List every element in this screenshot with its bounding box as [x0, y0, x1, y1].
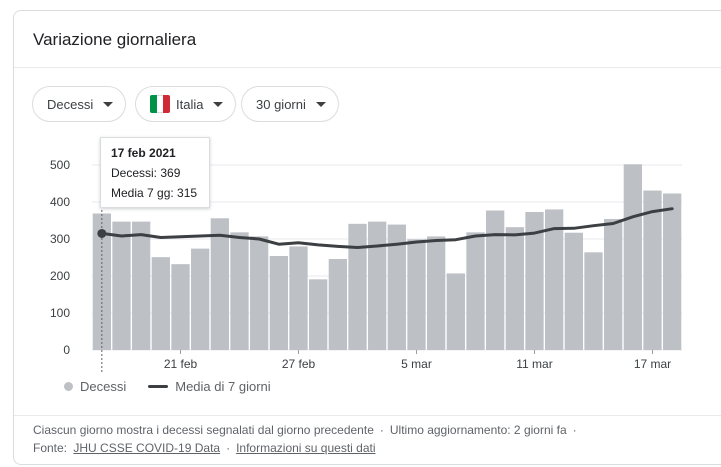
bar-daily-deaths: [348, 223, 367, 350]
bar-daily-deaths: [505, 227, 524, 350]
chart-tooltip: 17 feb 2021 Decessi: 369 Media 7 gg: 315: [100, 137, 210, 208]
x-tick-label: 11 mar: [516, 357, 552, 371]
bar-daily-deaths: [230, 232, 249, 350]
bar-daily-deaths: [427, 236, 446, 350]
period-dropdown[interactable]: 30 giorni: [241, 86, 339, 122]
bar-daily-deaths: [545, 209, 564, 350]
footer-source-prefix: Fonte:: [33, 441, 68, 455]
bar-daily-deaths: [151, 257, 170, 350]
bar-daily-deaths: [309, 279, 328, 350]
caret-down-icon: [315, 101, 326, 107]
bar-daily-deaths: [663, 193, 682, 350]
highlight-point: [97, 228, 107, 238]
caret-down-icon: [213, 101, 224, 107]
bar-daily-deaths: [328, 258, 347, 350]
line-legend-swatch: [148, 385, 169, 388]
bar-daily-deaths: [486, 210, 505, 350]
metric-dropdown[interactable]: Decessi: [32, 86, 127, 122]
tooltip-average: Media 7 gg: 315: [111, 186, 198, 200]
bar-daily-deaths: [112, 221, 131, 350]
x-tick-label: 17 mar: [634, 357, 671, 371]
bar-daily-deaths: [584, 252, 603, 350]
bar-daily-deaths: [525, 211, 544, 350]
y-tick-label: 100: [50, 306, 70, 320]
line-legend-label: Media di 7 giorni: [175, 379, 271, 394]
y-tick-label: 300: [50, 232, 70, 246]
header-divider: [14, 67, 721, 68]
bar-legend-label: Decessi: [80, 379, 127, 394]
period-dropdown-label: 30 giorni: [256, 96, 306, 112]
y-tick-label: 0: [63, 343, 70, 357]
bar-daily-deaths: [250, 236, 269, 350]
bar-daily-deaths: [132, 221, 151, 350]
bar-daily-deaths: [368, 221, 387, 350]
seven-day-average-line: [100, 207, 674, 249]
country-dropdown[interactable]: Italia: [135, 86, 237, 122]
bar-daily-deaths: [623, 164, 642, 350]
bar-daily-deaths: [171, 264, 190, 350]
italy-flag-icon: [150, 95, 170, 113]
y-tick-label: 200: [50, 269, 70, 283]
bar-daily-deaths: [446, 273, 465, 350]
tooltip-date: 17 feb 2021: [111, 146, 176, 160]
chart-legend: Decessi Media di 7 giorni: [64, 379, 271, 394]
footer-update-time: Ultimo aggiornamento: 2 giorni fa: [389, 423, 567, 437]
footer-line-1: Ciascun giorno mostra i decessi segnalat…: [33, 423, 577, 437]
y-tick-label: 500: [50, 158, 70, 172]
bar-daily-deaths: [289, 246, 308, 350]
bar-daily-deaths: [191, 248, 210, 350]
bar-daily-deaths: [564, 232, 583, 350]
bar-daily-deaths: [210, 218, 229, 350]
footer-description: Ciascun giorno mostra i decessi segnalat…: [33, 423, 374, 437]
data-info-link[interactable]: Informazioni su questi dati: [236, 441, 376, 455]
caret-down-icon: [103, 101, 114, 107]
x-tick-label: 27 feb: [282, 357, 316, 371]
bar-daily-deaths: [407, 239, 426, 350]
metric-dropdown-label: Decessi: [47, 96, 94, 112]
country-dropdown-label: Italia: [176, 96, 204, 112]
x-tick-label: 5 mar: [401, 357, 432, 371]
bar-daily-deaths: [604, 219, 623, 350]
footer-divider: [14, 415, 721, 416]
bar-daily-deaths: [387, 224, 406, 350]
bar-daily-deaths: [466, 232, 485, 350]
card-title: Variazione giornaliera: [33, 30, 197, 49]
x-tick-label: 21 feb: [164, 357, 198, 371]
bar-daily-deaths: [643, 190, 662, 350]
bar-daily-deaths: [92, 213, 111, 350]
daily-variation-card: Variazione giornaliera Decessi Italia 30…: [13, 10, 721, 465]
bar-legend-swatch: [64, 382, 73, 391]
y-tick-label: 400: [50, 195, 70, 209]
tooltip-value: Decessi: 369: [111, 166, 181, 180]
bar-daily-deaths: [269, 256, 288, 350]
footer-line-2: Fonte: JHU CSSE COVID-19 Data · Informazio…: [33, 441, 376, 455]
source-link[interactable]: JHU CSSE COVID-19 Data: [73, 441, 221, 455]
